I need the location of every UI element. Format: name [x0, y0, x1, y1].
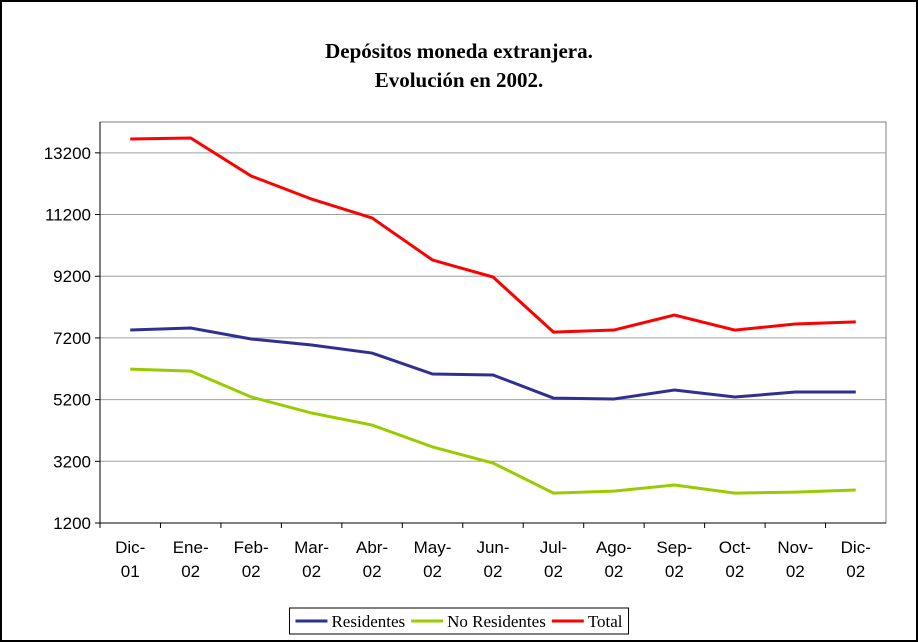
line-series — [130, 136, 856, 334]
chart-title: Evolución en 2002. — [375, 68, 544, 92]
x-tick-label: May-02 — [414, 538, 452, 581]
plot-area — [99, 121, 887, 524]
y-tick-label: 7200 — [53, 329, 91, 348]
y-tick-label: 9200 — [53, 267, 91, 286]
x-tick-label: Dic-01 — [115, 538, 145, 581]
x-tick-label: Mar-02 — [294, 538, 329, 581]
x-tick-label: Ago-02 — [596, 538, 632, 581]
y-tick-label: 5200 — [53, 391, 91, 410]
line-series — [130, 326, 856, 401]
legend: Residentes No Residentes Total — [288, 607, 630, 635]
x-tick-label: Sep-02 — [656, 538, 692, 581]
legend-label: No Residentes — [447, 612, 546, 631]
x-tick-label: Ene-02 — [173, 538, 209, 581]
x-tick-label: Jul-02 — [540, 538, 567, 581]
legend-label: Total — [588, 612, 623, 631]
y-tick-label: 13200 — [44, 144, 91, 163]
y-tick-label: 11200 — [45, 206, 91, 225]
x-tick-label: Feb-02 — [234, 538, 269, 581]
x-tick-label: Nov-02 — [777, 538, 813, 581]
y-tick-label: 1200 — [53, 514, 91, 533]
y-tick-label: 3200 — [53, 452, 91, 471]
x-tick-label: Oct-02 — [719, 538, 751, 581]
x-tick-label: Abr-02 — [356, 538, 388, 581]
chart-title: Depósitos moneda extranjera. — [325, 39, 593, 63]
legend-label: Residentes — [331, 612, 405, 631]
line-series — [130, 367, 856, 495]
x-tick-label: Jun-02 — [476, 538, 509, 581]
x-tick-label: Dic-02 — [841, 538, 871, 581]
